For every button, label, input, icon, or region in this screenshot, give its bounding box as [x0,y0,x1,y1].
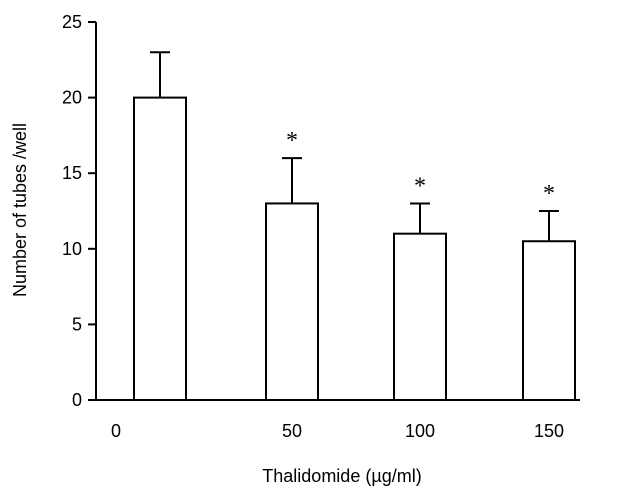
x-tick-label: 0 [111,421,121,441]
y-tick-label: 5 [72,314,82,334]
x-tick-label: 100 [405,421,435,441]
x-axis-label: Thalidomide (µg/ml) [262,466,421,486]
significance-marker: * [543,181,555,207]
bar [133,96,187,401]
y-axis-label: Number of tubes /well [10,123,30,297]
y-axis-ticks: 0 5 10 15 20 25 [62,12,96,410]
y-tick-label: 0 [72,390,82,410]
bar [522,240,576,401]
y-tick-label: 20 [62,88,82,108]
bars-group [133,96,576,401]
significance-marker: * [286,128,298,154]
bar [265,202,319,401]
x-axis-ticks: 0 50 100 150 [111,421,564,441]
significance-group: * * * [286,128,555,207]
y-tick-label: 10 [62,239,82,259]
significance-marker: * [414,173,426,199]
x-tick-label: 150 [534,421,564,441]
y-tick-label: 25 [62,12,82,32]
error-bars-group [150,51,559,242]
bar [393,232,447,401]
x-tick-label: 50 [282,421,302,441]
y-tick-label: 15 [62,163,82,183]
